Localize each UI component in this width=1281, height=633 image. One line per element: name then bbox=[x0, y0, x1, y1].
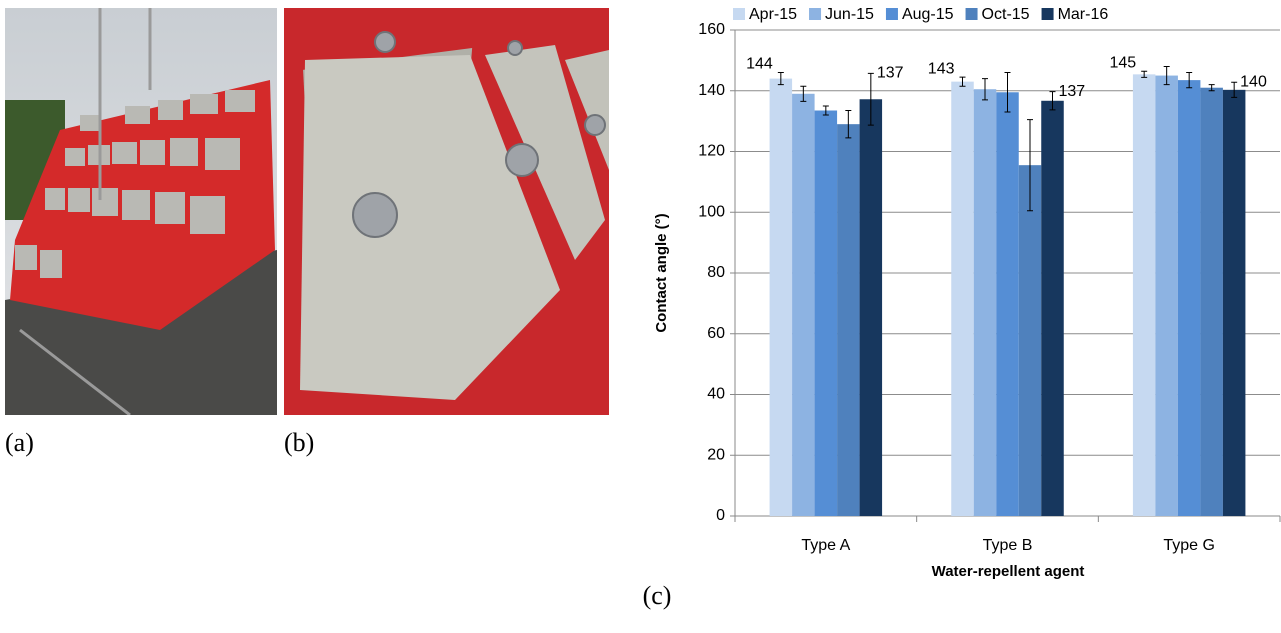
legend-swatch bbox=[1041, 8, 1054, 20]
error-bar bbox=[1163, 65, 1170, 86]
photo-b bbox=[284, 8, 609, 415]
legend-swatch bbox=[965, 8, 978, 20]
bar bbox=[769, 78, 793, 516]
legend-label: Mar-16 bbox=[1058, 6, 1109, 23]
bar bbox=[859, 99, 883, 516]
legend-swatch bbox=[733, 8, 745, 20]
data-label: 143 bbox=[928, 60, 955, 77]
bar bbox=[1132, 74, 1156, 516]
panel-label: (a) bbox=[5, 428, 34, 457]
legend-label: Oct-15 bbox=[982, 6, 1030, 23]
legend-label: Aug-15 bbox=[902, 6, 954, 23]
error-bar bbox=[959, 76, 966, 87]
y-tick-label: 120 bbox=[698, 143, 725, 160]
error-bar bbox=[1208, 84, 1215, 92]
y-tick-label: 40 bbox=[707, 386, 725, 403]
bar bbox=[1041, 100, 1064, 517]
y-tick-label: 160 bbox=[698, 21, 725, 38]
error-bar bbox=[1027, 119, 1033, 212]
error-bar bbox=[1141, 70, 1148, 78]
photo-a bbox=[5, 8, 277, 415]
error-bar bbox=[800, 85, 807, 102]
bar bbox=[1018, 165, 1042, 516]
error-bar bbox=[1004, 72, 1011, 113]
bar bbox=[792, 93, 815, 516]
bar bbox=[1222, 89, 1246, 517]
bar bbox=[814, 110, 838, 517]
error-bar bbox=[867, 72, 874, 126]
y-tick-label: 60 bbox=[707, 325, 725, 342]
error-bar bbox=[777, 72, 784, 86]
y-tick-label: 100 bbox=[698, 203, 725, 220]
error-bar bbox=[1186, 72, 1193, 89]
y-tick-label: 0 bbox=[716, 507, 725, 524]
bar bbox=[951, 81, 974, 516]
error-bar bbox=[845, 109, 852, 139]
bar bbox=[1177, 80, 1201, 517]
bar bbox=[837, 124, 860, 516]
data-label: 137 bbox=[877, 65, 904, 82]
legend-swatch bbox=[885, 8, 898, 20]
error-bar bbox=[1231, 81, 1238, 98]
bar bbox=[1155, 75, 1178, 516]
legend-swatch bbox=[809, 8, 822, 20]
y-axis-title: Contact angle (°) bbox=[653, 213, 670, 332]
x-tick-label: Type G bbox=[1163, 537, 1215, 554]
x-axis-title: Water-repellent agent bbox=[932, 563, 1085, 580]
y-tick-label: 20 bbox=[707, 446, 725, 463]
data-label: 140 bbox=[1240, 73, 1267, 90]
x-tick-label: Type B bbox=[983, 537, 1033, 554]
error-bar bbox=[1049, 91, 1056, 111]
bar bbox=[996, 92, 1019, 517]
bar bbox=[973, 89, 997, 516]
legend-label: Jun-15 bbox=[825, 6, 874, 23]
bar bbox=[1200, 87, 1223, 517]
y-tick-label: 80 bbox=[707, 264, 725, 281]
panel-label: (c) bbox=[643, 581, 672, 610]
data-label: 145 bbox=[1109, 55, 1136, 72]
panel-label: (b) bbox=[284, 428, 314, 457]
y-tick-label: 140 bbox=[698, 82, 725, 99]
error-bar bbox=[822, 105, 829, 116]
data-label: 144 bbox=[746, 56, 773, 73]
data-label: 137 bbox=[1059, 83, 1086, 100]
x-tick-label: Type A bbox=[801, 537, 850, 554]
legend-label: Apr-15 bbox=[749, 6, 797, 23]
error-bar bbox=[982, 78, 988, 101]
